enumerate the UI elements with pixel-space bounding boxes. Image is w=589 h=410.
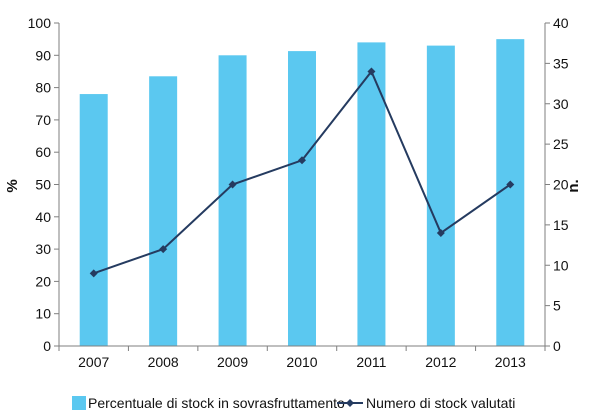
y-tick-label-right: 0: [553, 338, 561, 354]
y-tick-label-right: 25: [553, 136, 569, 152]
legend-marker: [346, 399, 354, 407]
x-tick-label: 2008: [148, 354, 179, 370]
line-point-2009: [228, 180, 237, 189]
x-tick-label: 2009: [217, 354, 248, 370]
y-tick-label-right: 5: [553, 298, 561, 314]
y-tick-label-left: 30: [35, 241, 51, 257]
bar-2008: [149, 76, 178, 347]
y-tick-label-left: 50: [35, 177, 51, 193]
axes: 0 10 20 30 40 50 60 70 80 90 100 0 5 10 15 20 25 30 35 40 20…: [28, 15, 569, 370]
legend-swatch-bars: [72, 396, 86, 410]
line-point-2012: [436, 228, 445, 237]
bar-2012: [426, 45, 455, 347]
line-point-2010: [298, 156, 306, 165]
x-tick-label: 2011: [356, 354, 386, 370]
line-point-2013: [506, 180, 515, 189]
line-point-2011: [367, 67, 376, 76]
y-tick-label-right: 20: [553, 177, 569, 193]
line-point-2007: [89, 269, 98, 278]
y-tick-label-left: 100: [28, 15, 52, 31]
y-tick-label-right: 35: [553, 55, 569, 71]
x-tick-label: 2007: [78, 354, 109, 370]
y-tick-label-right: 10: [553, 257, 569, 273]
y-tick-label-left: 0: [43, 338, 51, 354]
y-tick-label-right: 15: [553, 217, 569, 233]
bar-2007: [79, 94, 108, 346]
y-tick-label-right: 30: [553, 96, 569, 112]
y-axis-title-left: %: [4, 179, 21, 192]
y-tick-label-left: 90: [35, 47, 51, 63]
y-tick-label-left: 10: [35, 306, 51, 322]
bar-series: [79, 39, 525, 347]
legend: Percentuale di stock in sovrasfruttament…: [72, 395, 515, 410]
y-tick-label-left: 40: [35, 209, 51, 225]
bar-2009: [218, 55, 247, 347]
y-tick-label-left: 20: [35, 273, 51, 289]
x-tick-label: 2010: [286, 354, 317, 370]
x-tick-label: 2012: [425, 354, 456, 370]
bar-2013: [496, 39, 525, 347]
line-point-2008: [159, 245, 168, 254]
line-series: [89, 67, 515, 278]
x-tick-label: 2013: [495, 354, 526, 370]
legend-label-bars: Percentuale di stock in sovrasfruttament…: [88, 395, 345, 410]
y-tick-label-left: 80: [35, 80, 51, 96]
legend-label-line: Numero di stock valutati: [366, 395, 515, 410]
bar-2011: [357, 42, 386, 346]
y-axis-title-right: n.: [565, 179, 582, 192]
y-tick-label-left: 60: [35, 144, 51, 160]
y-tick-label-left: 70: [35, 112, 51, 128]
y-tick-label-right: 40: [553, 15, 569, 31]
bar-2010: [288, 51, 316, 346]
